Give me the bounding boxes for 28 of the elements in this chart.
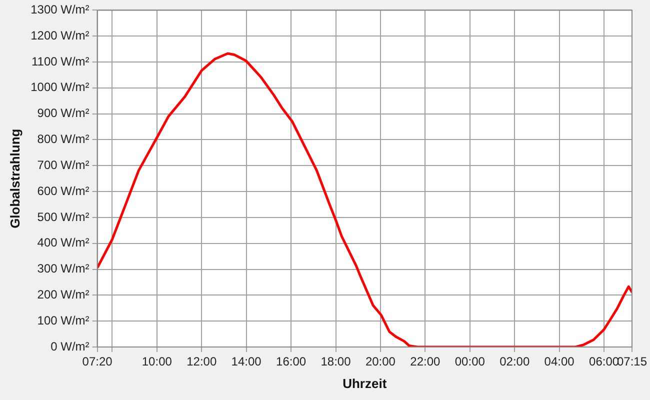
y-tick-label: 300 W/m² xyxy=(37,262,90,276)
y-tick-label: 900 W/m² xyxy=(37,106,90,120)
y-tick-label: 600 W/m² xyxy=(37,184,90,198)
y-tick-label: 100 W/m² xyxy=(37,313,90,328)
x-tick-label: 04:00 xyxy=(544,354,575,369)
y-axis-title: Globalstrahlung xyxy=(7,128,22,228)
y-tick-label: 1300 W/m² xyxy=(30,2,90,17)
y-tick-label: 400 W/m² xyxy=(37,236,90,250)
x-tick-label: 16:00 xyxy=(276,354,306,369)
y-tick-label: 200 W/m² xyxy=(37,287,90,302)
x-tick-label: 02:00 xyxy=(500,354,530,369)
x-tick-label: 12:00 xyxy=(186,354,217,369)
x-tick-label: 20:00 xyxy=(365,354,396,369)
y-tick-label: 500 W/m² xyxy=(37,210,90,224)
x-tick-label: 14:00 xyxy=(231,354,262,369)
y-tick-label: 700 W/m² xyxy=(37,158,90,172)
x-tick-label: 18:00 xyxy=(320,354,352,369)
x-tick-label: 22:00 xyxy=(410,354,441,369)
x-tick-label: 06:00 xyxy=(589,354,620,369)
y-tick-label: 0 W/m² xyxy=(50,339,90,354)
y-tick-label: 800 W/m² xyxy=(37,132,90,146)
x-tick-label: 00:00 xyxy=(454,354,486,369)
y-tick-label: 1100 W/m² xyxy=(31,54,90,68)
y-tick-label: 1200 W/m² xyxy=(30,28,90,42)
x-tick-label: 10:00 xyxy=(142,354,172,369)
x-tick-label: 07:20 xyxy=(82,354,113,369)
x-axis-title: Uhrzeit xyxy=(342,376,388,391)
y-tick-label: 1000 W/m² xyxy=(30,80,90,94)
